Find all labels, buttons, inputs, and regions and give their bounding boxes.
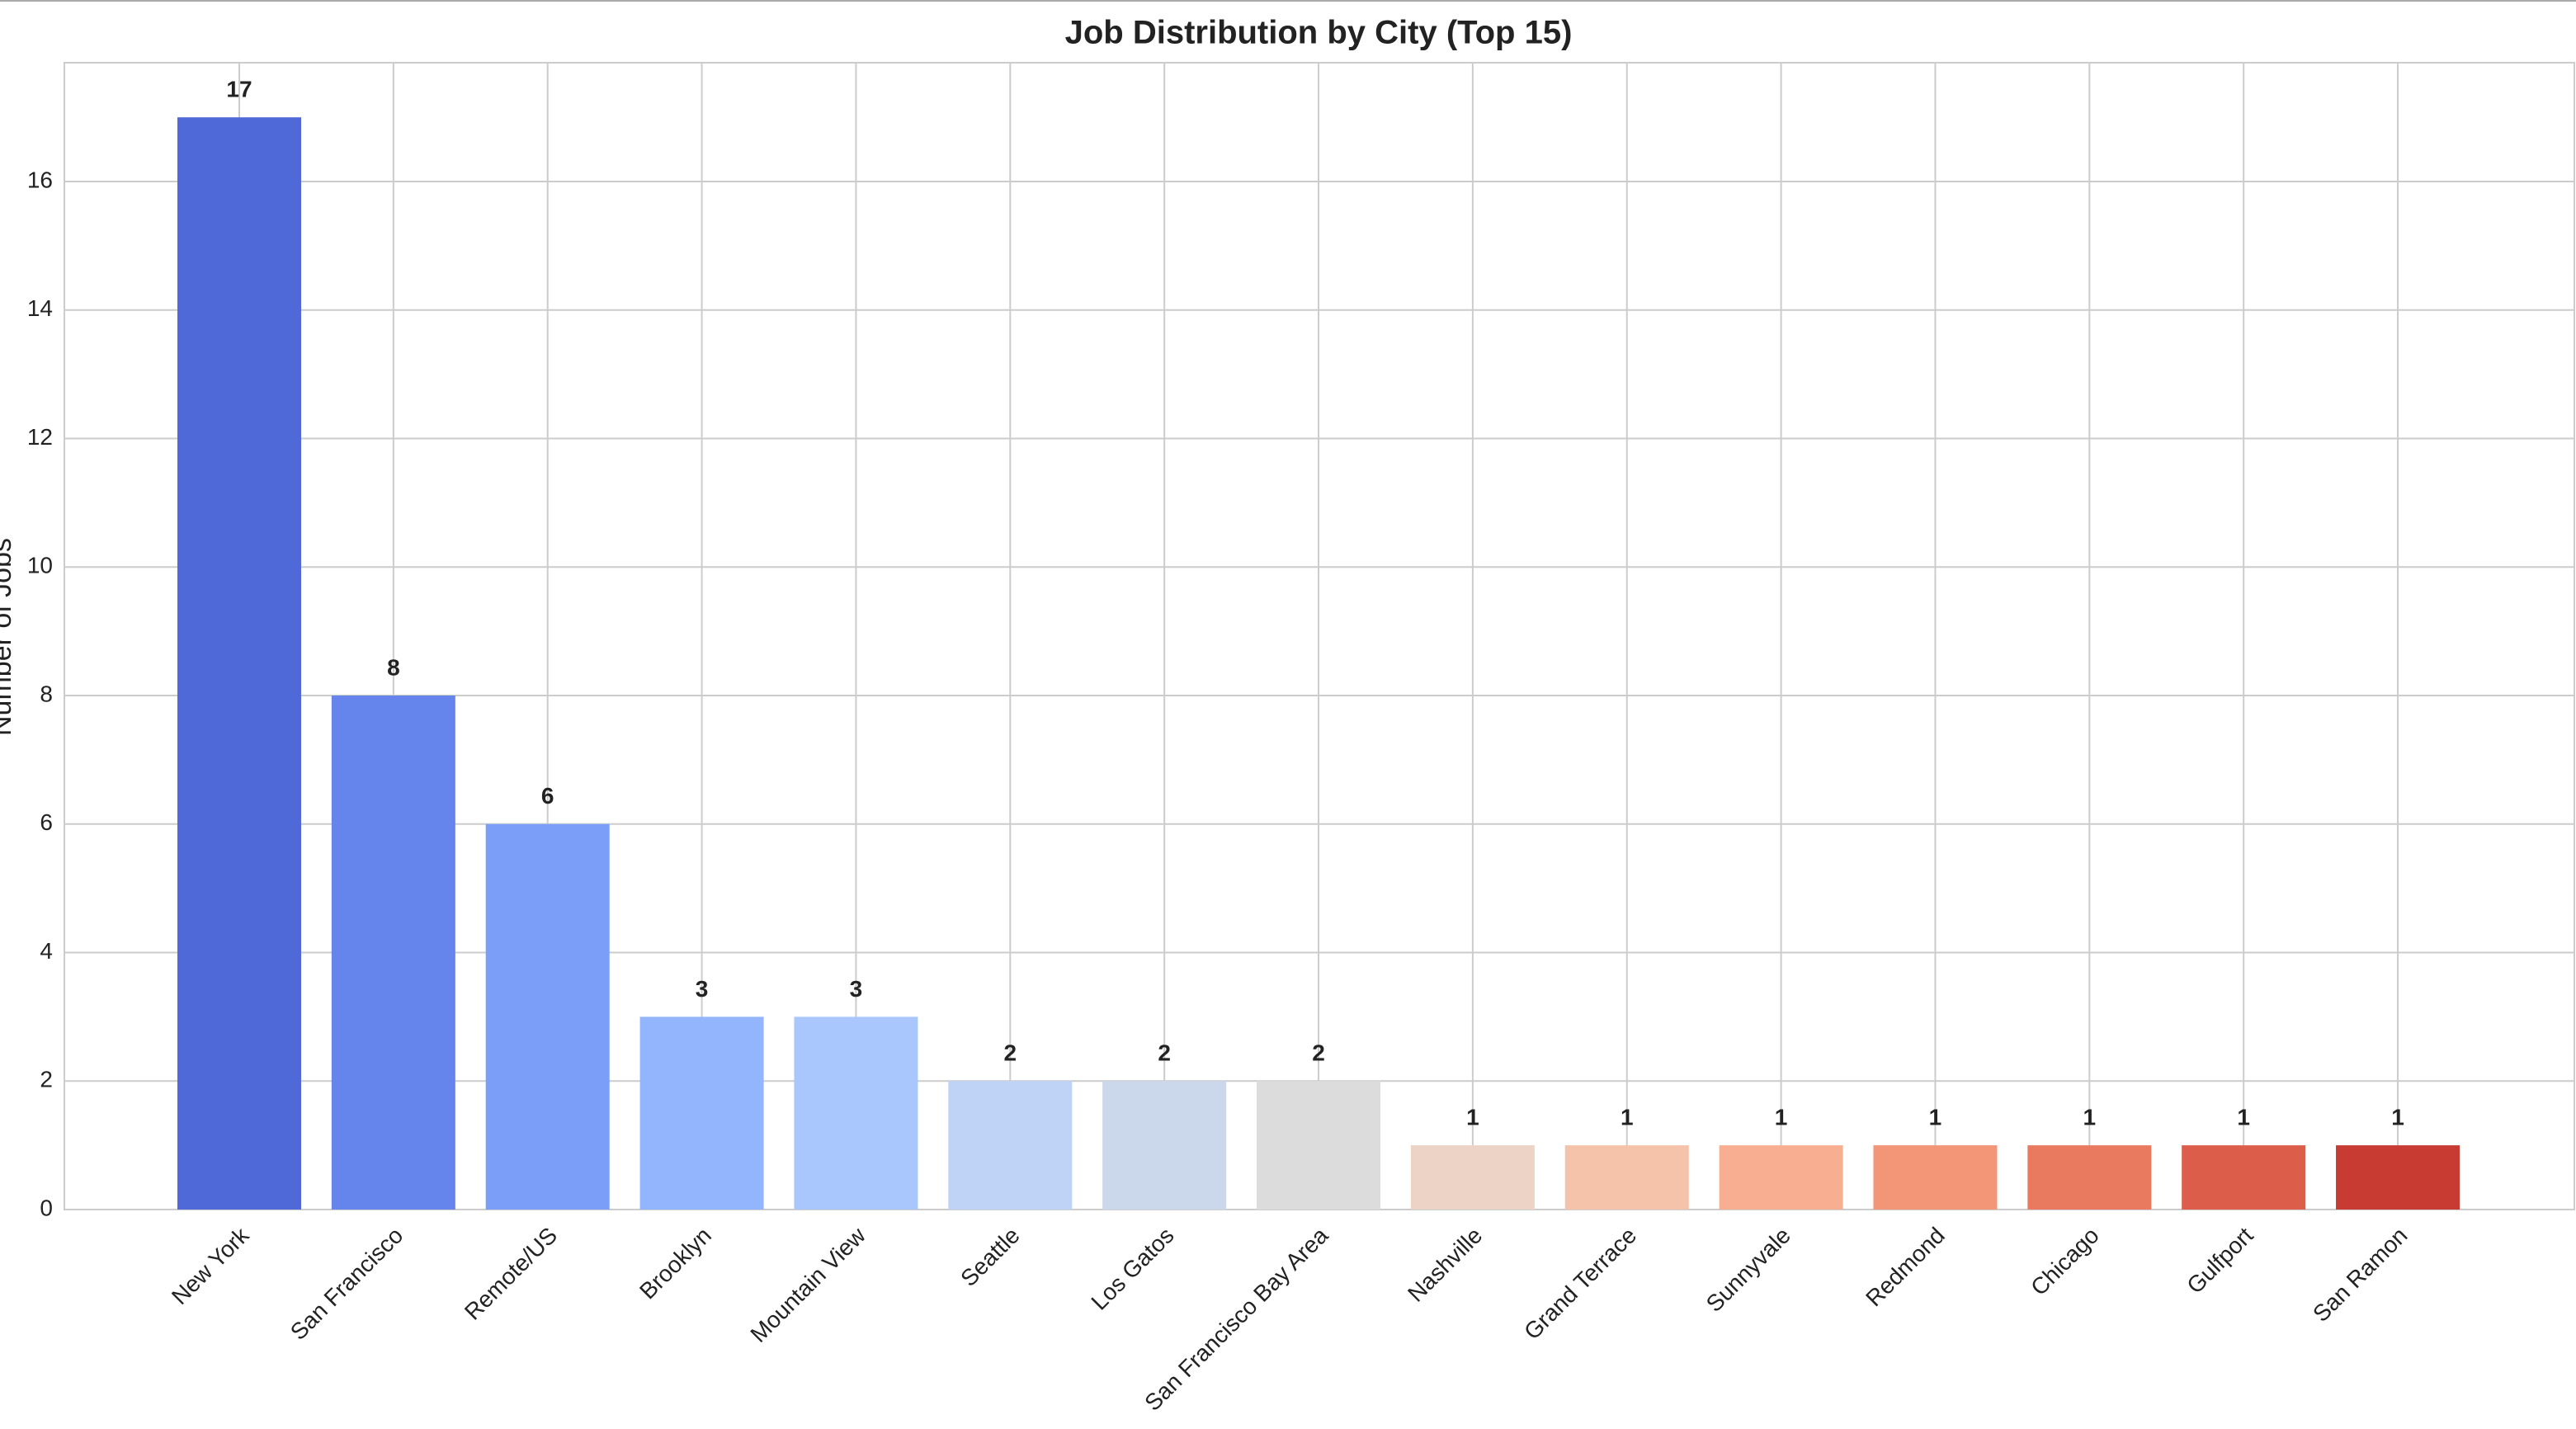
- y-tick-label: 12: [27, 424, 53, 450]
- value-label: 17: [226, 77, 252, 102]
- y-tick-label: 10: [27, 553, 53, 578]
- value-label: 3: [696, 976, 709, 1002]
- x-tick-label: Redmond: [1861, 1223, 1950, 1312]
- bar: [1719, 1145, 1843, 1210]
- y-tick-label: 16: [27, 167, 53, 192]
- bar: [177, 117, 301, 1210]
- value-label: 1: [1775, 1105, 1788, 1130]
- x-tick-label: Remote/US: [460, 1223, 562, 1325]
- value-label: 3: [850, 976, 863, 1002]
- y-tick-label: 6: [40, 809, 53, 835]
- y-tick-label: 8: [40, 681, 53, 706]
- bar: [1257, 1081, 1381, 1210]
- x-tick-label: Los Gatos: [1086, 1223, 1178, 1315]
- x-tick-label: San Francisco: [285, 1223, 408, 1345]
- value-label: 2: [1312, 1040, 1325, 1066]
- x-tick-label: Gulfport: [2182, 1222, 2258, 1299]
- x-tick-label: Sunnyvale: [1701, 1223, 1795, 1317]
- x-tick-label: San Ramon: [2308, 1223, 2412, 1327]
- bar: [1410, 1145, 1535, 1210]
- y-tick-label: 14: [27, 295, 53, 321]
- bar: [485, 823, 610, 1210]
- bar: [1873, 1145, 1998, 1210]
- value-label: 1: [1466, 1105, 1479, 1130]
- bar: [948, 1081, 1073, 1210]
- bar: [2027, 1145, 2152, 1210]
- value-label: 1: [1929, 1105, 1942, 1130]
- value-label: 1: [2237, 1105, 2250, 1130]
- value-label: 1: [2083, 1105, 2097, 1130]
- x-tick-label: Chicago: [2026, 1223, 2104, 1301]
- x-tick-label: Seattle: [955, 1223, 1025, 1292]
- value-label: 1: [1621, 1105, 1634, 1130]
- chart-title: Job Distribution by City (Top 15): [1065, 15, 1573, 51]
- x-tick-label: Brooklyn: [635, 1223, 716, 1304]
- bar: [331, 696, 455, 1210]
- x-tick-label: New York: [167, 1222, 254, 1309]
- y-axis-label: Number of Jobs: [0, 538, 17, 736]
- y-tick-label: 0: [40, 1195, 53, 1220]
- value-label: 2: [1158, 1040, 1171, 1066]
- value-label: 2: [1004, 1040, 1017, 1066]
- x-tick-label: Nashville: [1403, 1223, 1487, 1307]
- y-tick-label: 2: [40, 1067, 53, 1092]
- bar: [2182, 1145, 2306, 1210]
- x-tick-label: Mountain View: [745, 1222, 870, 1347]
- value-label: 1: [2391, 1105, 2404, 1130]
- bar: [794, 1016, 918, 1210]
- value-label: 8: [387, 654, 400, 680]
- bar: [639, 1016, 764, 1210]
- x-tick-label: San Francisco Bay Area: [1139, 1222, 1333, 1416]
- y-tick-label: 4: [40, 938, 53, 964]
- bar: [2336, 1145, 2460, 1210]
- value-label: 6: [541, 783, 554, 809]
- bar: [1102, 1081, 1227, 1210]
- bar: [1564, 1145, 1689, 1210]
- x-tick-label: Grand Terrace: [1519, 1223, 1641, 1345]
